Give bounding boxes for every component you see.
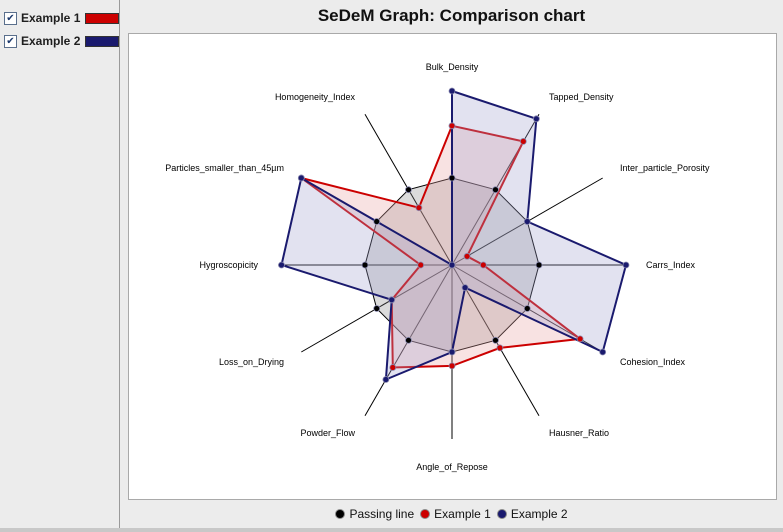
point-example-2-hausner-ratio: [461, 284, 469, 292]
point-passing-line-tapped-density: [492, 186, 499, 194]
point-passing-line-homogeneity-index: [405, 186, 412, 194]
color-swatch-example-1: [85, 12, 119, 24]
point-example-1-carrs-index: [479, 261, 487, 269]
point-example-2-tapped-density: [532, 115, 540, 123]
series-toggle-example-2[interactable]: ✔ Example 2: [4, 32, 119, 50]
point-example-2-cohesion-index: [599, 348, 607, 356]
chart-panel: SeDeM Graph: Comparison chart Bulk_Densi…: [120, 0, 783, 532]
axis-label-powder-flow: Powder_Flow: [300, 428, 355, 438]
point-example-1-hygroscopicity: [417, 261, 425, 269]
legend-item-example-2: Example 2: [496, 507, 568, 521]
point-example-2-particles-smaller-than-45-m: [297, 174, 305, 182]
point-passing-line-carrs-index: [535, 261, 543, 269]
legend-label-passing-line: Passing line: [349, 507, 415, 521]
point-example-1-homogeneity-index: [415, 204, 423, 212]
axis-label-bulk-density: Bulk_Density: [426, 62, 479, 72]
series-toggle-example-1[interactable]: ✔ Example 1: [4, 9, 119, 27]
axis-label-tapped-density: Tapped_Density: [549, 92, 614, 102]
point-example-1-hausner-ratio: [496, 344, 504, 352]
point-example-1-powder-flow: [389, 364, 397, 371]
radar-chart: Bulk_Density Tapped_Density Inter_particle…: [165, 62, 710, 472]
axis-label-loss-on-drying: Loss_on_Drying: [219, 357, 284, 367]
point-passing-line-particles-smaller-than-45-m: [373, 218, 381, 225]
legend-marker-passing-line: [335, 509, 346, 519]
point-example-2-homogeneity-index: [448, 261, 456, 269]
chart-title: SeDeM Graph: Comparison chart: [317, 6, 586, 25]
point-example-2-loss-on-drying: [388, 296, 396, 304]
legend-label-example-1: Example 1: [434, 507, 491, 521]
axis-label-angle-of-repose: Angle_of_Repose: [416, 462, 488, 472]
point-passing-line-hausner-ratio: [492, 336, 499, 344]
point-example-2-inter-particle-porosity: [523, 218, 531, 225]
legend-item-passing-line: Passing line: [335, 507, 414, 521]
color-swatch-example-2: [85, 35, 119, 47]
series-label-example-2: Example 2: [21, 34, 81, 48]
point-example-1-bulk-density: [448, 122, 456, 130]
point-passing-line-loss-on-drying: [373, 305, 381, 312]
series-area-example-2: [280, 89, 628, 382]
point-example-1-cohesion-index: [576, 335, 584, 343]
legend-marker-example-2: [496, 509, 507, 519]
checkbox-example-1[interactable]: ✔: [4, 11, 17, 25]
legend-item-example-1: Example 1: [420, 507, 491, 521]
axis-label-cohesion-index: Cohesion_Index: [620, 357, 686, 367]
point-example-2-carrs-index: [622, 261, 630, 269]
series-label-example-1: Example 1: [21, 11, 81, 25]
axis-label-hausner-ratio: Hausner_Ratio: [549, 428, 609, 438]
axis-label-particles-smaller-than-45-m: Particles_smaller_than_45µm: [165, 163, 284, 173]
axis-label-carrs-index: Carrs_Index: [646, 260, 696, 270]
point-example-2-angle-of-repose: [448, 348, 456, 356]
status-strip: [0, 528, 783, 532]
point-passing-line-hygroscopicity: [361, 261, 369, 269]
point-passing-line-bulk-density: [448, 174, 456, 182]
point-example-2-bulk-density: [448, 87, 456, 95]
point-example-1-angle-of-repose: [448, 362, 456, 370]
point-example-2-hygroscopicity: [278, 261, 285, 269]
checkbox-example-2[interactable]: ✔: [4, 34, 17, 48]
point-example-2-powder-flow: [382, 376, 390, 383]
point-example-1-inter-particle-porosity: [463, 252, 471, 260]
axis-label-hygroscopicity: Hygroscopicity: [199, 260, 258, 270]
legend-label-example-2: Example 2: [510, 507, 568, 521]
plot-area: Bulk_Density Tapped_Density Inter_particle…: [128, 33, 777, 500]
chart-legend: Passing line Example 1 Example 2: [120, 507, 783, 521]
point-passing-line-cohesion-index: [523, 305, 531, 312]
legend-marker-example-1: [420, 509, 431, 519]
point-example-1-tapped-density: [519, 138, 527, 145]
point-passing-line-powder-flow: [405, 336, 412, 344]
series-sidebar: ✔ Example 1 ✔ Example 2: [0, 0, 120, 528]
axis-label-homogeneity-index: Homogeneity_Index: [275, 92, 356, 102]
axis-label-inter-particle-porosity: Inter_particle_Porosity: [620, 163, 710, 173]
